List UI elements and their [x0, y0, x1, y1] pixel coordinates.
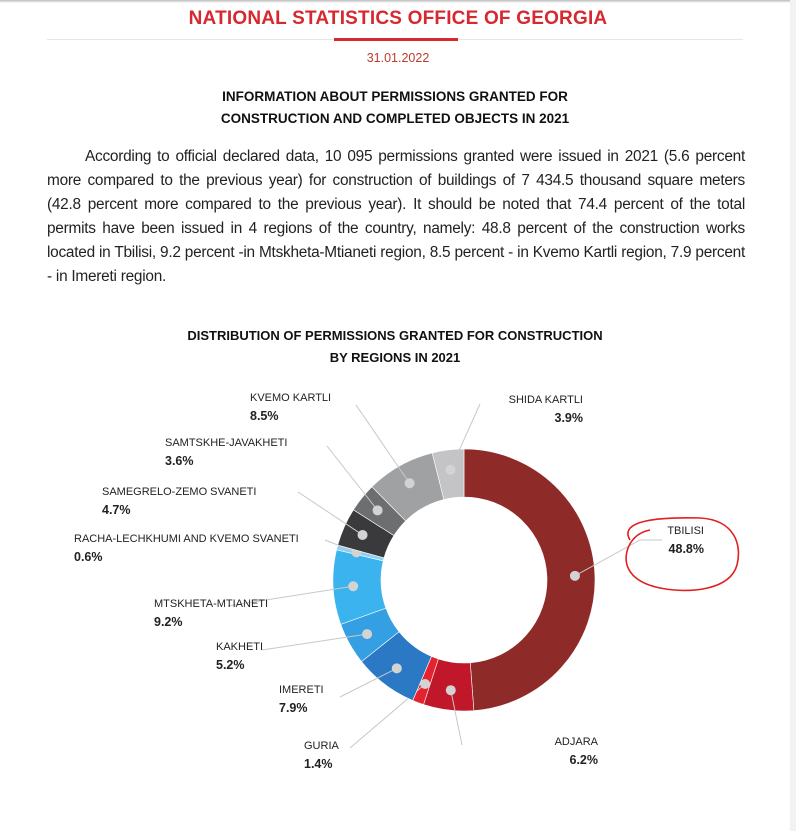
label-name: SHIDA KARTLI [508, 394, 583, 406]
label-value: 4.7% [102, 503, 131, 517]
marker-samegrelo-zemo-svaneti [357, 529, 368, 540]
leader-line-mtskheta-mtianeti [227, 585, 354, 607]
body-paragraph: According to official declared data, 10 … [47, 148, 745, 285]
chart-title-line-1: DISTRIBUTION OF PERMISSIONS GRANTED FOR … [187, 328, 603, 343]
leader-line-adjara [450, 690, 463, 746]
leader-line-shida-kartli [449, 403, 481, 471]
organization-name: NATIONAL STATISTICS OFFICE OF GEORGIA [188, 8, 608, 29]
leader-line-imereti [339, 667, 398, 698]
label-value: 5.2% [216, 658, 245, 672]
title-line-2: CONSTRUCTION AND COMPLETED OBJECTS IN 20… [220, 111, 570, 126]
label-samtskhe-javakheti: SAMTSKHE-JAVAKHETI 3.6% [165, 434, 287, 470]
label-shida-kartli: SHIDA KARTLI 3.9% [509, 391, 583, 427]
marker-tbilisi [569, 570, 580, 581]
label-imereti: IMERETI 7.9% [279, 681, 324, 717]
label-name: IMERETI [279, 684, 324, 696]
chart-title-line-2: BY REGIONS IN 2021 [329, 350, 461, 365]
marker-kvemo-kartli [404, 478, 415, 489]
leader-line-kvemo-kartli [355, 404, 411, 484]
leader-line-samtskhe-javakheti [326, 445, 378, 511]
header-accent-bar [334, 38, 458, 41]
label-tbilisi: TBILISI 48.8% [667, 522, 704, 558]
highlight-circle [625, 517, 740, 592]
marker-guria [420, 678, 431, 689]
label-value: 48.8% [668, 542, 704, 556]
publication-date: 31.01.2022 [366, 51, 430, 65]
label-value: 3.6% [165, 454, 194, 468]
label-value: 8.5% [250, 409, 279, 423]
label-name: SAMEGRELO-ZEMO SVANETI [102, 486, 257, 498]
marker-adjara [445, 685, 456, 696]
chart-title: DISTRIBUTION OF PERMISSIONS GRANTED FOR … [0, 325, 790, 369]
label-mtskheta-mtianeti: MTSKHETA-MTIANETI 9.2% [154, 595, 268, 631]
label-value: 1.4% [304, 757, 333, 771]
label-adjara: ADJARA 6.2% [555, 733, 598, 769]
marker-kakheti [362, 629, 373, 640]
label-name: GURIA [304, 740, 339, 752]
label-value: 7.9% [279, 701, 308, 715]
marker-imereti [391, 663, 402, 674]
label-value: 0.6% [74, 550, 103, 564]
label-name: MTSKHETA-MTIANETI [154, 598, 269, 610]
top-shadow [0, 0, 796, 3]
marker-samtskhe-javakheti [372, 505, 383, 516]
label-guria: GURIA 1.4% [304, 737, 339, 773]
label-name: TBILISI [667, 525, 704, 537]
title-line-1: INFORMATION ABOUT PERMISSIONS GRANTED FO… [222, 89, 568, 104]
leader-line-racha-lechkhumi-and-kvemo-svaneti [324, 539, 357, 553]
label-name: KAKHETI [216, 641, 264, 653]
label-value: 6.2% [569, 753, 599, 767]
label-name: RACHA-LECHKHUMI AND KVEMO SVANETI [74, 533, 299, 545]
document-title: INFORMATION ABOUT PERMISSIONS GRANTED FO… [0, 86, 790, 130]
label-samegrelo-zemo-svaneti: SAMEGRELO-ZEMO SVANETI 4.7% [102, 483, 256, 519]
scrollbar[interactable] [790, 0, 796, 831]
leader-line-samegrelo-zemo-svaneti [297, 491, 363, 536]
label-value: 9.2% [154, 615, 183, 629]
label-value: 3.9% [554, 411, 584, 425]
label-name: ADJARA [554, 736, 598, 748]
leader-line-kakheti [261, 633, 368, 651]
label-name: SAMTSKHE-JAVAKHETI [165, 437, 288, 449]
slice-tbilisi [463, 448, 596, 711]
label-kvemo-kartli: KVEMO KARTLI 8.5% [250, 389, 331, 425]
marker-shida-kartli [445, 464, 456, 475]
marker-mtskheta-mtianeti [348, 581, 359, 592]
label-kakheti: KAKHETI 5.2% [216, 638, 263, 674]
label-racha-lechkhumi-and-kvemo-svaneti: RACHA-LECHKHUMI AND KVEMO SVANETI 0.6% [74, 530, 299, 566]
label-name: KVEMO KARTLI [250, 392, 332, 404]
